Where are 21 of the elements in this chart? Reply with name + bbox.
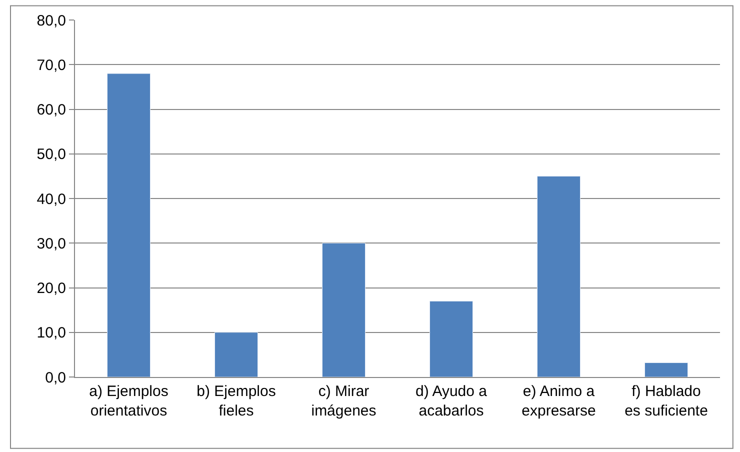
y-tick-label: 20,0 [36, 280, 66, 297]
bar [214, 332, 258, 377]
x-tick-label: c) Mirar imágenes [311, 383, 376, 420]
bar [107, 73, 150, 377]
y-tick-label: 40,0 [36, 190, 66, 208]
x-tick-label: f) Hablado es suficiente [624, 383, 708, 420]
y-tick-label: 50,0 [36, 146, 66, 164]
bar [322, 242, 366, 377]
y-tick-label: 70,0 [36, 56, 66, 74]
bar [644, 362, 688, 377]
y-tick-label: 80,0 [36, 12, 66, 30]
bar [537, 176, 580, 377]
y-tick-label: 60,0 [36, 102, 66, 118]
y-tick-label: 0,0 [45, 369, 66, 386]
x-tick-label: a) Ejemplos orientativos [89, 383, 168, 420]
y-tick-label: 30,0 [36, 235, 66, 252]
y-tick-label: 10,0 [36, 324, 66, 342]
x-tick-label: b) Ejemplos fieles [196, 383, 276, 420]
x-tick-label: d) Ayudo a acabarlos [416, 383, 488, 420]
bar [430, 300, 473, 377]
x-tick-label: e) Animo a expresarse [522, 383, 596, 420]
